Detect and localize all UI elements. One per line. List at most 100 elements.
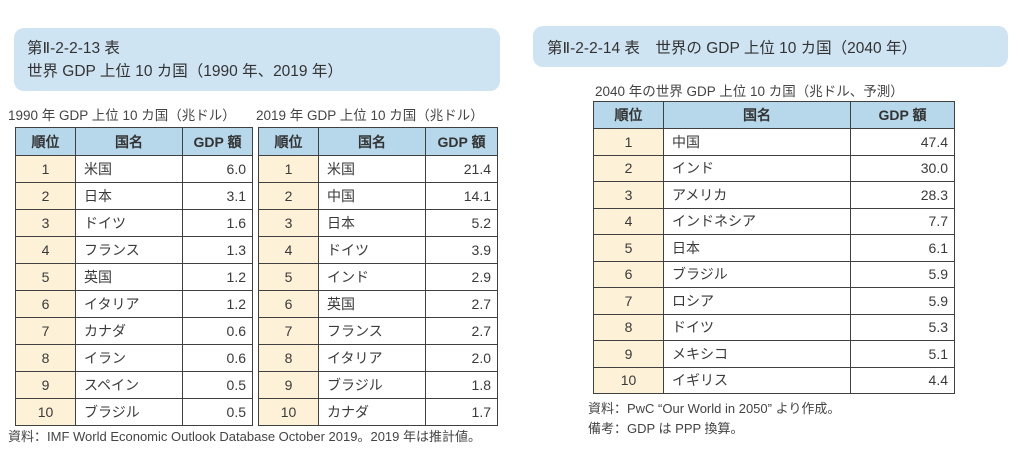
figure13-caption-banner: 第Ⅱ-2-2-13 表 世界 GDP 上位 10 カ国（1990 年、2019 … (14, 28, 500, 91)
gdp-cell: 0.5 (182, 398, 253, 426)
figure14-notes: 資料：PwC “Our World in 2050” より作成。 備考：GDP … (588, 399, 840, 438)
column-header-rank: 順位 (258, 127, 319, 156)
country-cell: メキシコ (663, 340, 851, 368)
figure13-caption-title: 世界 GDP 上位 10 カ国（1990 年、2019 年） (27, 63, 343, 80)
country-cell: ドイツ (75, 209, 183, 237)
rank-cell: 3 (258, 209, 319, 237)
table-row: 1 米国 6.0 (15, 155, 253, 183)
table-row: 2 インド 30.0 (593, 154, 955, 182)
country-cell: ブラジル (75, 398, 183, 426)
gdp-cell: 1.3 (182, 236, 253, 264)
gdp-table-2019: 順位 国名 GDP 額 1 米国 21.4 2 中国 14.1 3 日本 5.2 4 ドイツ 3.9 5… (258, 127, 498, 426)
rank-cell: 4 (593, 207, 664, 235)
table-row: 9 ブラジル 1.8 (258, 371, 498, 399)
table-row: 2 日本 3.1 (15, 182, 253, 210)
gdp-cell: 2.9 (425, 263, 498, 291)
gdp-cell: 1.6 (182, 209, 253, 237)
gdp-cell: 5.9 (850, 260, 955, 288)
rank-cell: 3 (593, 181, 664, 209)
gdp-cell: 0.5 (182, 371, 253, 399)
table-row: 8 イラン 0.6 (15, 344, 253, 372)
gdp-cell: 3.9 (425, 236, 498, 264)
table-2040-body: 1 中国 47.4 2 インド 30.0 3 アメリカ 28.3 4 インドネシア 7.7 5 日本 6.1… (593, 128, 955, 394)
column-header-rank: 順位 (15, 127, 76, 156)
table-row: 7 ロシア 5.9 (593, 287, 955, 315)
country-cell: ブラジル (318, 371, 426, 399)
country-cell: フランス (75, 236, 183, 264)
gdp-cell: 0.6 (182, 317, 253, 345)
rank-cell: 10 (258, 398, 319, 426)
rank-cell: 9 (258, 371, 319, 399)
country-cell: 米国 (318, 155, 426, 183)
table-row: 3 アメリカ 28.3 (593, 181, 955, 209)
table-row: 4 インドネシア 7.7 (593, 207, 955, 235)
rank-cell: 4 (15, 236, 76, 264)
table-row: 4 ドイツ 3.9 (258, 236, 498, 264)
rank-cell: 6 (15, 290, 76, 318)
table-row: 6 英国 2.7 (258, 290, 498, 318)
rank-cell: 2 (258, 182, 319, 210)
country-cell: 日本 (75, 182, 183, 210)
country-cell: ロシア (663, 287, 851, 315)
gdp-cell: 47.4 (850, 128, 955, 156)
country-cell: イギリス (663, 366, 851, 394)
figure13-caption-number: 第Ⅱ-2-2-13 表 (27, 40, 120, 57)
country-cell: 中国 (663, 128, 851, 156)
figure14-caption-title: 第Ⅱ-2-2-14 表 世界の GDP 上位 10 カ国（2040 年） (547, 39, 917, 57)
table-row: 8 ドイツ 5.3 (593, 313, 955, 341)
table-row: 10 イギリス 4.4 (593, 366, 955, 394)
rank-cell: 7 (593, 287, 664, 315)
country-cell: ドイツ (318, 236, 426, 264)
rank-cell: 6 (593, 260, 664, 288)
table-2019-subtitle: 2019 年 GDP 上位 10 カ国（兆ドル） (256, 108, 484, 123)
column-header-country: 国名 (318, 127, 426, 156)
table-row: 3 日本 5.2 (258, 209, 498, 237)
country-cell: 米国 (75, 155, 183, 183)
country-cell: イタリア (318, 344, 426, 372)
country-cell: ブラジル (663, 260, 851, 288)
column-header-country: 国名 (663, 101, 851, 129)
gdp-cell: 6.0 (182, 155, 253, 183)
rank-cell: 8 (258, 344, 319, 372)
rank-cell: 7 (15, 317, 76, 345)
gdp-cell: 5.1 (850, 340, 955, 368)
rank-cell: 5 (15, 263, 76, 291)
header-row: 順位 国名 GDP 額 (15, 127, 253, 156)
country-cell: アメリカ (663, 181, 851, 209)
table-row: 9 スペイン 0.5 (15, 371, 253, 399)
country-cell: スペイン (75, 371, 183, 399)
table-row: 3 ドイツ 1.6 (15, 209, 253, 237)
country-cell: カナダ (75, 317, 183, 345)
gdp-cell: 1.2 (182, 263, 253, 291)
rank-cell: 10 (15, 398, 76, 426)
figure13-source-note: 資料：IMF World Economic Outlook Database O… (8, 429, 481, 444)
gdp-cell: 1.8 (425, 371, 498, 399)
gdp-cell: 0.6 (182, 344, 253, 372)
table-row: 1 米国 21.4 (258, 155, 498, 183)
rank-cell: 9 (15, 371, 76, 399)
rank-cell: 5 (593, 234, 664, 262)
table-row: 8 イタリア 2.0 (258, 344, 498, 372)
column-header-gdp: GDP 額 (425, 127, 498, 156)
rank-cell: 5 (258, 263, 319, 291)
table-1990-body: 1 米国 6.0 2 日本 3.1 3 ドイツ 1.6 4 フランス 1.3 5 英国 1.2 6 イタリア 1.… (15, 155, 253, 426)
gdp-cell: 3.1 (182, 182, 253, 210)
gdp-cell: 5.9 (850, 287, 955, 315)
rank-cell: 9 (593, 340, 664, 368)
rank-cell: 7 (258, 317, 319, 345)
column-header-rank: 順位 (593, 101, 664, 129)
country-cell: インドネシア (663, 207, 851, 235)
table-row: 5 日本 6.1 (593, 234, 955, 262)
column-header-gdp: GDP 額 (850, 101, 955, 129)
country-cell: 中国 (318, 182, 426, 210)
rank-cell: 6 (258, 290, 319, 318)
gdp-cell: 5.2 (425, 209, 498, 237)
country-cell: イタリア (75, 290, 183, 318)
country-cell: 英国 (318, 290, 426, 318)
gdp-cell: 21.4 (425, 155, 498, 183)
rank-cell: 2 (593, 154, 664, 182)
gdp-cell: 4.4 (850, 366, 955, 394)
table-row: 7 カナダ 0.6 (15, 317, 253, 345)
rank-cell: 8 (15, 344, 76, 372)
figure14-remark-note: 備考：GDP は PPP 換算。 (588, 420, 744, 436)
